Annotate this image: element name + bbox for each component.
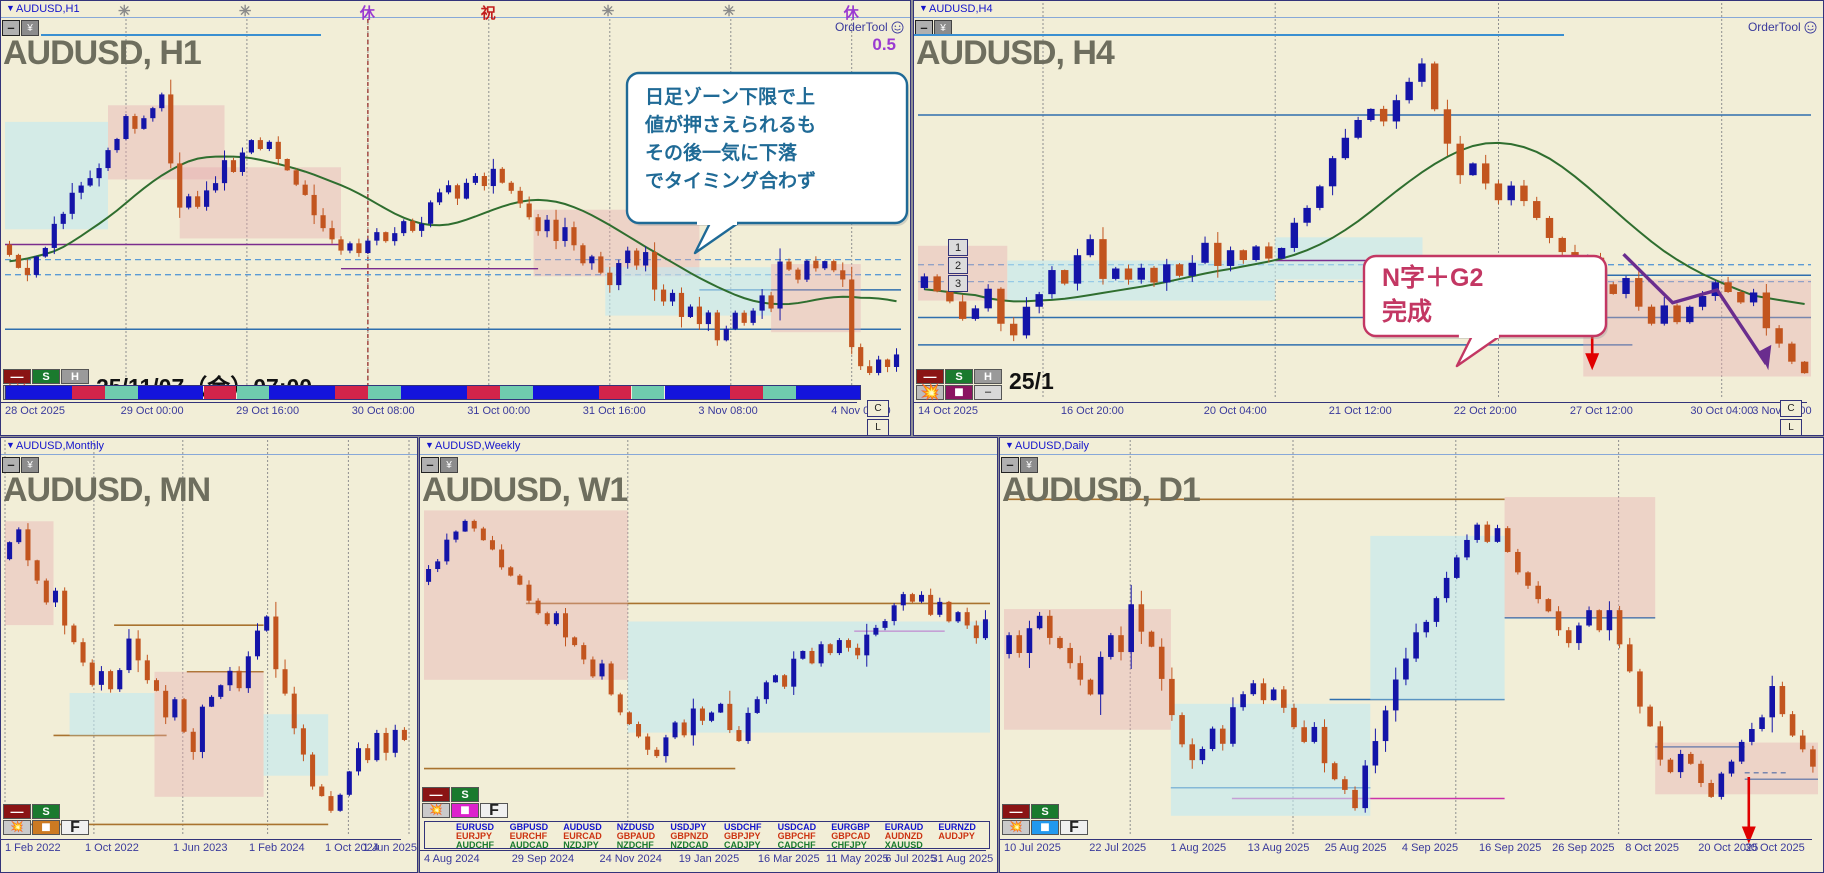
svg-text:日足ゾーン下限で上: 日足ゾーン下限で上 bbox=[645, 86, 815, 108]
svg-text:完成: 完成 bbox=[1382, 297, 1432, 326]
svg-text:でタイミング合わず: でタイミング合わず bbox=[645, 169, 816, 192]
svg-text:値が押さえられるも: 値が押さえられるも bbox=[644, 113, 816, 136]
svg-text:N字＋G2: N字＋G2 bbox=[1382, 263, 1483, 292]
svg-text:その後一気に下落: その後一気に下落 bbox=[645, 141, 798, 164]
